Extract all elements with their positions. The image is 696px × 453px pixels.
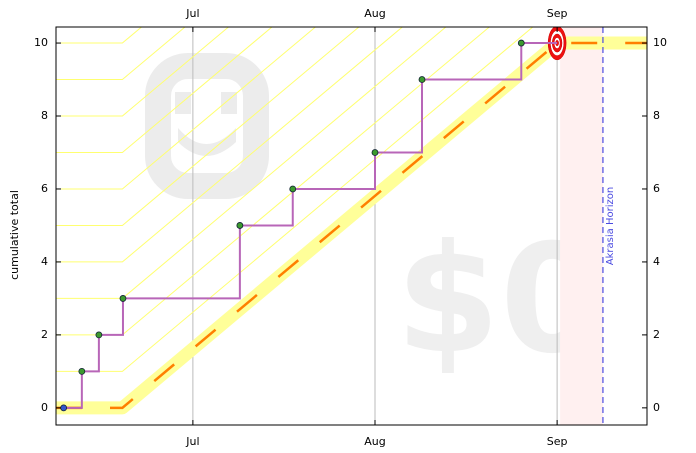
y-tick-label-right: 6: [653, 182, 660, 195]
y-tick-label: 0: [41, 401, 48, 414]
x-tick-label-top: Aug: [364, 7, 385, 20]
guide-line: [56, 27, 491, 336]
plot-frame: [55, 26, 648, 426]
smiley-watermark: [145, 53, 269, 199]
x-tick-label: Aug: [364, 435, 385, 448]
data-point: [418, 76, 426, 83]
y-tick-label: 2: [41, 328, 48, 341]
data-point: [119, 295, 127, 302]
data-point: [371, 149, 379, 156]
x-tick-label: Sep: [547, 435, 568, 448]
data-point: [517, 39, 525, 47]
guide-line: [56, 27, 273, 153]
x-tick-label-top: Sep: [547, 7, 568, 20]
y-tick-label-right: 4: [653, 255, 660, 268]
data-point: [289, 185, 297, 193]
data-point: [236, 222, 244, 229]
x-tick-label-top: Jul: [185, 7, 199, 20]
y-tick-label: 4: [41, 255, 48, 268]
x-tick-label: Jul: [185, 435, 199, 448]
y-tick-label-right: 2: [653, 328, 660, 341]
horizon-zone: [560, 27, 603, 425]
y-tick-label: 8: [41, 109, 48, 122]
data-point: [60, 404, 68, 412]
y-tick-label: 6: [41, 182, 48, 195]
data-point: [95, 331, 103, 339]
y-axis-label: cumulative total: [8, 190, 21, 280]
guide-line: [56, 27, 186, 81]
data-point: [78, 367, 86, 375]
road: [56, 36, 647, 415]
guide-line: [56, 27, 404, 263]
y-tick-label-right: 8: [653, 109, 660, 122]
annotation: Akrasia Horizon: [605, 187, 616, 265]
guide-line: [56, 27, 360, 226]
goal-target: [547, 27, 567, 61]
guide-line: [56, 27, 447, 299]
y-tick-label: 10: [34, 36, 48, 49]
guide-line: [56, 27, 143, 44]
y-tick-label-right: 0: [653, 401, 660, 414]
y-tick-label-right: 10: [653, 36, 667, 49]
guide-line: [56, 27, 317, 190]
guide-line: [56, 27, 230, 117]
